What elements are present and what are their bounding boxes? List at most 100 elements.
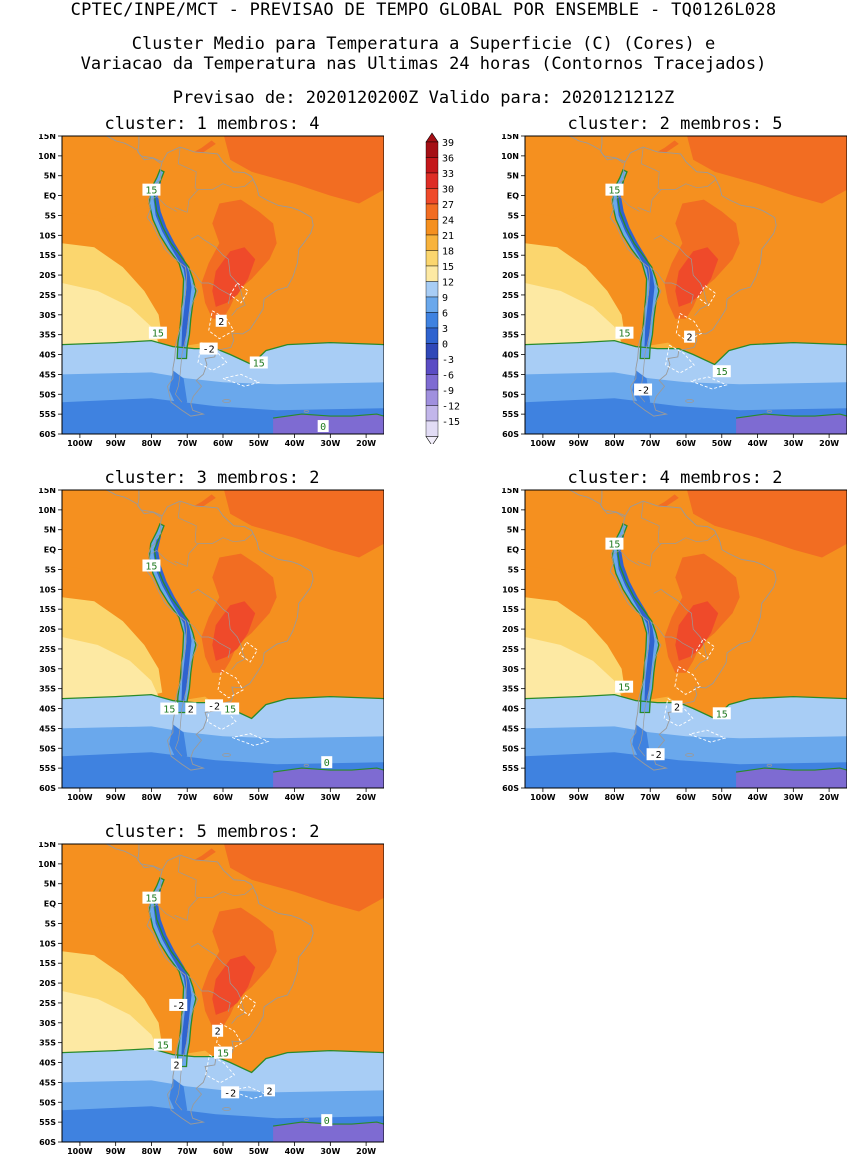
lat-tick-label: 10S bbox=[502, 231, 519, 240]
temperature-contour-label: 0 bbox=[321, 756, 333, 769]
contour-15-south bbox=[525, 693, 847, 720]
cluster-panel-1: cluster: 1 membros: 4 15 15 15 2 -2 0 15N 10N 5N… bbox=[0, 114, 384, 457]
south-georgia-island bbox=[303, 1117, 309, 1121]
country-border bbox=[649, 266, 694, 304]
coastline-central-america bbox=[568, 490, 626, 517]
svg-text:-2: -2 bbox=[637, 385, 649, 396]
country-border bbox=[614, 195, 640, 212]
country-border bbox=[175, 282, 199, 403]
svg-text:2: 2 bbox=[215, 1027, 221, 1038]
lat-tick-label: 25S bbox=[39, 645, 56, 654]
lat-tick-label: 15N bbox=[38, 134, 56, 141]
country-border bbox=[177, 147, 199, 191]
temperature-contour-label: 0 bbox=[317, 420, 329, 433]
lon-tick-label: 70W bbox=[177, 439, 197, 448]
variation-contour-label: -2 bbox=[221, 1086, 240, 1099]
svg-text:2: 2 bbox=[674, 703, 680, 714]
anomaly-dashed-contour bbox=[206, 701, 237, 731]
lon-tick-label: 70W bbox=[177, 1147, 197, 1156]
lat-tick-label: 55S bbox=[502, 410, 519, 419]
lat-tick-label: 50S bbox=[39, 1098, 56, 1107]
lat-tick-label: 5S bbox=[45, 565, 57, 574]
lon-tick-label: 50W bbox=[249, 1147, 269, 1156]
lon-tick-label: 60W bbox=[213, 439, 233, 448]
country-border bbox=[640, 501, 662, 545]
colorbar-top-arrow bbox=[425, 132, 439, 143]
lat-tick-label: 25S bbox=[39, 291, 56, 300]
colorbar-swatch bbox=[425, 312, 439, 329]
lon-tick-label: 40W bbox=[748, 793, 768, 802]
svg-text:2: 2 bbox=[687, 333, 693, 344]
lat-tick-label: 25S bbox=[39, 999, 56, 1008]
variation-contour-label: -2 bbox=[646, 748, 665, 761]
colorbar-swatch bbox=[425, 172, 439, 189]
coastline-central-america bbox=[568, 136, 626, 163]
svg-text:15: 15 bbox=[217, 1049, 229, 1060]
contour-0 bbox=[273, 1121, 384, 1127]
lat-tick-label: 20S bbox=[39, 979, 56, 988]
anomaly-dashed-contour bbox=[222, 373, 261, 387]
contour-0 bbox=[273, 413, 384, 419]
lat-tick-label: EQ bbox=[44, 546, 56, 555]
lat-tick-label: 10S bbox=[502, 585, 519, 594]
anomaly-dashed-contour bbox=[238, 641, 258, 663]
lon-tick-label: 20W bbox=[819, 439, 839, 448]
anomaly-dashed-contour bbox=[663, 698, 694, 727]
lat-tick-label: 50S bbox=[39, 744, 56, 753]
temperature-contour-label: 15 bbox=[221, 702, 240, 716]
colorbar-tick-label: -15 bbox=[442, 417, 460, 428]
country-border bbox=[175, 990, 199, 1111]
svg-text:15: 15 bbox=[157, 1041, 169, 1052]
temperature-map: 15 15 15 2 -2 15N 10N 5N EQ 5S 10S 15S 20S 25S 30S 35S 4… bbox=[501, 488, 847, 802]
colorbar-swatch bbox=[425, 296, 439, 313]
lat-tick-label: 5S bbox=[45, 211, 57, 220]
falkland-islands bbox=[222, 753, 231, 758]
colorbar-swatch bbox=[425, 203, 439, 220]
south-georgia-island bbox=[766, 409, 772, 413]
svg-text:15: 15 bbox=[716, 367, 728, 378]
lon-tick-label: 50W bbox=[712, 439, 732, 448]
svg-text:15: 15 bbox=[145, 186, 157, 197]
field-continent-very-hot bbox=[212, 247, 256, 307]
lat-tick-label: 15N bbox=[38, 488, 56, 495]
lat-tick-label: 5N bbox=[44, 880, 56, 889]
lon-tick-label: 90W bbox=[106, 439, 126, 448]
field-15c-pacific bbox=[525, 637, 622, 699]
svg-text:15: 15 bbox=[145, 894, 157, 905]
field-warm-atlantic bbox=[224, 490, 384, 558]
svg-text:2: 2 bbox=[173, 1061, 179, 1072]
field-andes-inner bbox=[616, 181, 655, 347]
south-georgia-island bbox=[303, 409, 309, 413]
lat-tick-label: 55S bbox=[502, 764, 519, 773]
lat-tick-label: 10S bbox=[39, 939, 56, 948]
subtitle-line-1: Cluster Medio para Temperatura a Superfi… bbox=[131, 34, 716, 54]
colorbar-swatch bbox=[425, 250, 439, 267]
lat-tick-label: 50S bbox=[39, 390, 56, 399]
colorbar-swatch bbox=[425, 405, 439, 422]
lat-tick-label: 40S bbox=[502, 705, 519, 714]
contour-0 bbox=[736, 767, 847, 773]
field-southern-andes bbox=[169, 1078, 188, 1115]
lon-tick-label: 100W bbox=[67, 439, 93, 448]
field-andes-inner bbox=[153, 535, 192, 701]
svg-text:15: 15 bbox=[618, 329, 630, 340]
lat-tick-label: 40S bbox=[39, 1059, 56, 1068]
temperature-contour-label: 15 bbox=[142, 891, 161, 905]
variation-contour-label: -2 bbox=[199, 342, 218, 356]
lat-tick-label: 45S bbox=[39, 370, 56, 379]
coastline-central-america bbox=[105, 490, 163, 517]
lon-tick-label: 80W bbox=[604, 793, 624, 802]
contour-15-south bbox=[62, 339, 384, 366]
contour-15-south bbox=[62, 1047, 384, 1074]
lat-tick-label: 55S bbox=[39, 410, 56, 419]
colorbar-swatch bbox=[425, 327, 439, 344]
lat-tick-label: 15S bbox=[502, 251, 519, 260]
lon-tick-label: 20W bbox=[356, 439, 376, 448]
colorbar-swatch bbox=[425, 157, 439, 174]
cluster-panel-2: cluster: 2 membros: 5 15 15 15 2 -2 15N 10N 5N E… bbox=[463, 114, 847, 457]
coastline bbox=[146, 146, 314, 417]
lat-tick-label: 30S bbox=[39, 665, 56, 674]
country-border bbox=[637, 533, 716, 567]
lon-tick-label: 70W bbox=[640, 439, 660, 448]
variation-contour-label: 2 bbox=[212, 1024, 224, 1038]
